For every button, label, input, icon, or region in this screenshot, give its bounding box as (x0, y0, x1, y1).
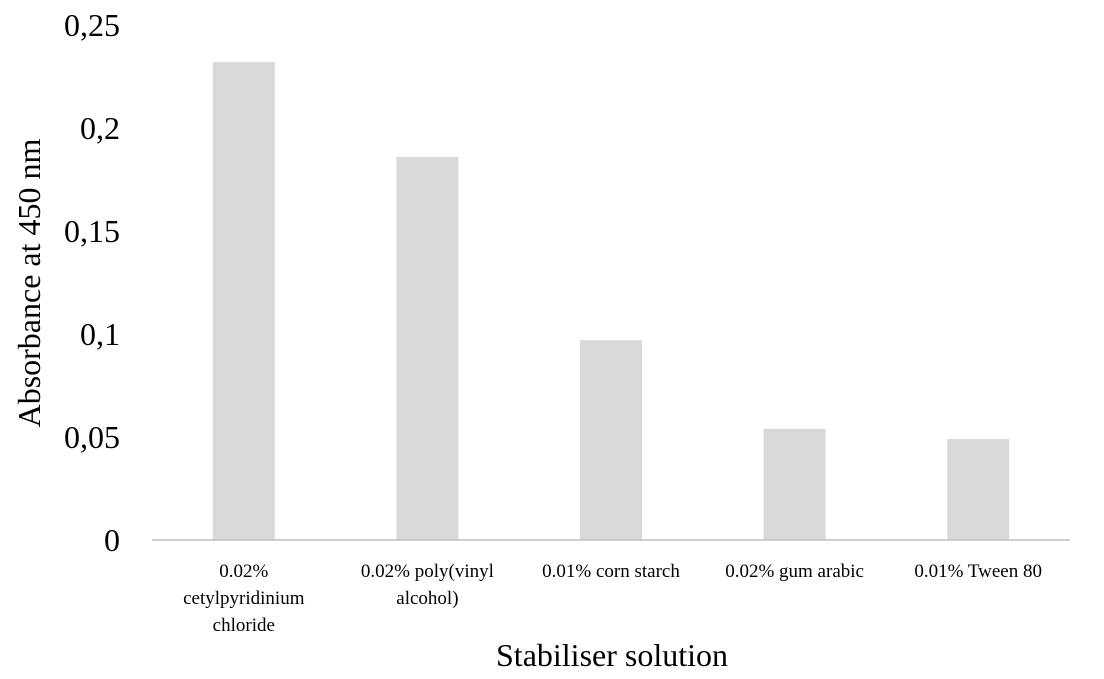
y-tick-label: 0,1 (80, 316, 120, 352)
bar (580, 340, 642, 540)
x-axis-title: Stabiliser solution (496, 637, 728, 673)
x-category-label: chloride (213, 615, 275, 636)
y-axis-tick-labels: 0 0,05 0,1 0,15 0,2 0,25 (64, 7, 120, 558)
x-axis-category-labels: 0.02% cetylpyridinium chloride 0.02% poly(v… (183, 561, 1042, 636)
y-tick-label: 0 (104, 522, 120, 558)
y-tick-label: 0,15 (64, 213, 120, 249)
bars (212, 62, 1010, 541)
bar (212, 62, 275, 541)
x-category-label: 0.01% Tween 80 (914, 561, 1042, 582)
x-category-label: 0.02% poly(vinyl (361, 561, 494, 582)
y-tick-label: 0,25 (64, 7, 120, 43)
x-category-label: alcohol) (396, 588, 458, 609)
x-category-label: 0.02% (219, 561, 268, 582)
y-tick-label: 0,2 (80, 110, 120, 146)
y-axis-title: Absorbance at 450 nm (11, 138, 47, 427)
x-category-label: 0.01% corn starch (542, 561, 680, 582)
bar (947, 439, 1010, 540)
bar (396, 156, 459, 540)
x-category-label: cetylpyridinium (183, 588, 305, 609)
y-tick-label: 0,05 (64, 419, 120, 455)
x-category-label: 0.02% gum arabic (725, 561, 864, 582)
bar (763, 428, 826, 540)
